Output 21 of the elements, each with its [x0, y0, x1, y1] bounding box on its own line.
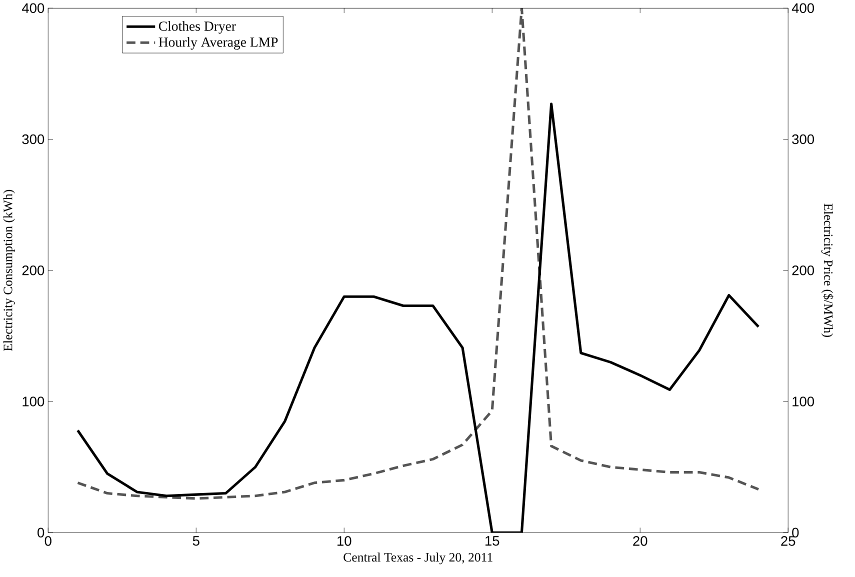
- y-tick-label: 100: [22, 396, 44, 406]
- x-tick-label: 0: [44, 536, 52, 546]
- y2-tick-label: 300: [792, 134, 814, 144]
- y2-axis-title: Electricity Price ($/MWh): [821, 204, 834, 338]
- x-tick-label: 15: [486, 536, 500, 546]
- y2-tick-label: 200: [792, 266, 814, 276]
- x-tick-label: 10: [338, 536, 352, 546]
- y-axis-title: Electricity Consumption (kWh): [3, 190, 15, 352]
- x-axis-title: Central Texas - July 20, 2011: [344, 552, 492, 564]
- legend-label: Clothes Dryer: [158, 21, 236, 34]
- y2-tick-label: 0: [792, 528, 799, 538]
- y-tick-label: 200: [22, 266, 44, 276]
- legend-label: Hourly Average LMP: [158, 37, 278, 50]
- y-tick-label: 300: [22, 134, 44, 144]
- x-tick-label: 5: [192, 536, 200, 546]
- x-tick-label: 20: [633, 536, 648, 546]
- y-tick-label: 0: [38, 528, 44, 538]
- y2-tick-label: 100: [792, 396, 814, 406]
- x-tick-label: 25: [781, 536, 796, 546]
- y-tick-label: 400: [22, 3, 44, 14]
- y2-tick-label: 400: [792, 3, 814, 14]
